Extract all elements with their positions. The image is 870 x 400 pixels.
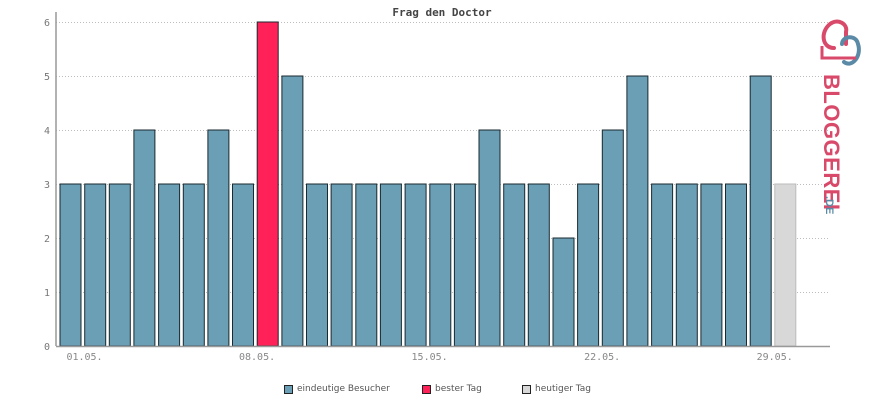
bar-29.05. (749, 75, 772, 347)
y-tick-label: 5 (44, 72, 50, 83)
bloggerei-logo: BLOGGEREI .DE (812, 18, 868, 218)
legend-item-today: heutiger Tag (522, 384, 591, 394)
bar-13.05. (355, 183, 378, 347)
bar-26.05. (675, 183, 698, 347)
legend-item-visitors: eindeutige Besucher (284, 384, 390, 394)
bar-21.05. (552, 237, 575, 347)
bar-19.05. (503, 183, 526, 347)
bar-20.05. (527, 183, 550, 347)
bar-07.05. (207, 129, 230, 347)
bar-14.05. (379, 183, 402, 347)
legend-swatch-best-day (422, 384, 431, 394)
x-tick-label: 08.05. (239, 352, 275, 363)
bar-22.05. (577, 183, 600, 347)
bar-28.05. (725, 183, 747, 347)
bar-09.05. (256, 21, 279, 347)
chart-title: Frag den Doctor (392, 6, 492, 19)
bar-27.05. (700, 183, 723, 347)
bar-16.05. (429, 183, 452, 347)
bar-15.05. (404, 183, 427, 347)
legend-swatch-visitors (284, 384, 293, 394)
y-tick-label: 4 (44, 126, 50, 137)
bar-10.05. (281, 75, 304, 347)
x-tick-label: 01.05. (66, 352, 102, 363)
bar-04.05. (133, 129, 156, 347)
bar-01.05. (59, 183, 82, 347)
legend-item-best-day: bester Tag (422, 384, 482, 394)
legend-label-visitors: eindeutige Besucher (297, 384, 390, 394)
bar-12.05. (330, 183, 353, 347)
y-tick-label: 0 (44, 342, 50, 353)
bar-18.05. (478, 129, 501, 347)
x-tick-label: 15.05. (412, 352, 448, 363)
bar-30.05. (774, 183, 797, 347)
bar-25.05. (651, 183, 674, 347)
logo-suffix: .DE (823, 196, 835, 214)
logo-text: BLOGGEREI (819, 74, 844, 211)
bar-06.05. (182, 183, 205, 347)
x-tick-label: 22.05. (584, 352, 620, 363)
bar-23.05. (601, 129, 624, 347)
legend-swatch-today (522, 384, 531, 394)
y-tick-label: 1 (44, 288, 50, 299)
y-tick-label: 6 (44, 18, 50, 29)
y-tick-label: 2 (44, 234, 50, 245)
bars (59, 21, 797, 347)
x-tick-labels: 01.05. 08.05. 15.05. 22.05. 29.05. (66, 352, 792, 363)
bar-05.05. (158, 183, 181, 347)
legend-label-today: heutiger Tag (535, 384, 592, 394)
bar-02.05. (84, 183, 107, 347)
bar-03.05. (108, 183, 131, 347)
y-tick-labels: 0 1 2 3 4 5 6 (44, 18, 50, 353)
legend: eindeutige Besucher bester Tag heutiger … (0, 384, 870, 400)
bloggerei-logo-graphic: BLOGGEREI .DE (819, 19, 861, 214)
legend-label-best-day: bester Tag (435, 384, 482, 394)
x-tick-label: 29.05. (757, 352, 793, 363)
bar-24.05. (626, 75, 649, 347)
axes (55, 12, 830, 348)
bar-08.05. (232, 183, 254, 347)
y-tick-label: 3 (44, 180, 50, 191)
bar-11.05. (306, 183, 328, 347)
bar-17.05. (453, 183, 476, 347)
